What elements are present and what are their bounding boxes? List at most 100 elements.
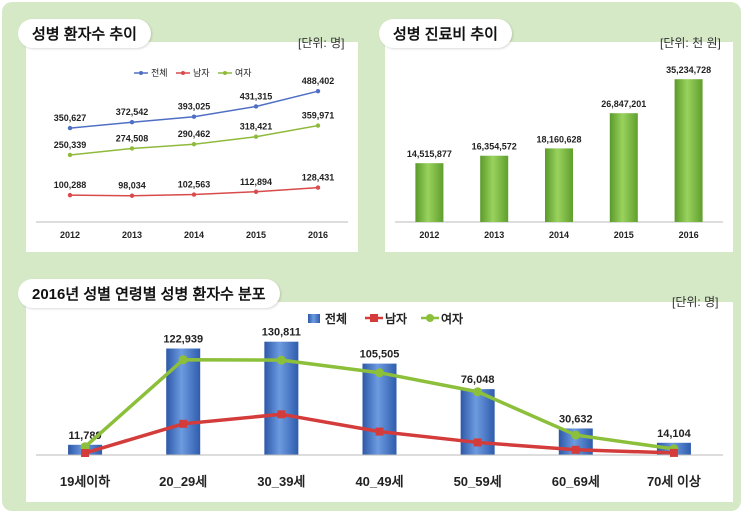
legend-label: 남자 <box>193 68 210 78</box>
x-tick-label: 2013 <box>484 230 504 240</box>
data-point <box>473 387 483 397</box>
bar-value-label: 14,104 <box>657 428 692 440</box>
x-tick-label: 19세이하 <box>60 474 110 489</box>
data-point <box>67 152 73 158</box>
bar-value-label: 14,515,877 <box>407 149 452 159</box>
bar-value-label: 16,354,572 <box>472 142 517 152</box>
legend-label: 여자 <box>235 67 252 78</box>
data-point <box>67 192 73 198</box>
bar-value-label: 122,939 <box>163 334 203 346</box>
data-point <box>277 410 286 419</box>
panel-patient-trend: 2012 2013 2014 2015 2016 전체 남자 여자 350,627 372,542… <box>26 42 358 252</box>
panel-age-distribution: 전체 남자 여자 11,789 122,939 130,811 105,505 76,048 3… <box>26 302 733 502</box>
legend-marker <box>370 314 378 322</box>
x-tick-label: 70세 이상 <box>647 474 701 489</box>
data-point <box>473 438 482 447</box>
legend-marker <box>139 71 143 75</box>
bar-value-label: 26,847,201 <box>601 99 646 109</box>
bar-value-label: 35,234,728 <box>666 65 711 75</box>
data-label: 274,508 <box>116 133 149 143</box>
bar-value-label: 30,632 <box>559 413 593 425</box>
chart2-title: 성병 진료비 추이 <box>379 19 512 48</box>
x-tick-label: 60_69세 <box>552 474 600 489</box>
x-tick-label: 50_59세 <box>454 474 502 489</box>
bar-value-label: 130,811 <box>262 327 301 339</box>
bar <box>609 113 638 222</box>
data-point <box>669 448 678 457</box>
bar <box>480 155 509 222</box>
legend-marker <box>426 314 434 322</box>
data-label: 100,288 <box>54 180 87 190</box>
bar-value-label: 105,505 <box>360 349 400 361</box>
data-label: 98,034 <box>118 181 146 191</box>
x-tick-label: 2016 <box>308 230 328 240</box>
data-point <box>315 185 321 190</box>
x-tick-label: 20_29세 <box>159 474 207 489</box>
data-label: 372,542 <box>116 107 149 117</box>
x-tick-label: 30_39세 <box>257 474 305 489</box>
panel-cost-trend: 14,515,877 2012 16,354,572 2013 18,160,628 20… <box>385 42 733 252</box>
data-point <box>191 192 197 197</box>
data-label: 359,971 <box>302 111 335 121</box>
data-point <box>81 449 90 458</box>
data-point <box>315 88 321 94</box>
data-point <box>253 134 259 139</box>
data-label: 128,431 <box>302 173 335 183</box>
combo-chart-age: 전체 남자 여자11,789122,939130,811105,50576,0483… <box>36 311 723 489</box>
legend-swatch <box>308 314 320 323</box>
bar <box>415 163 444 222</box>
legend-marker <box>181 71 185 75</box>
data-point <box>571 445 580 454</box>
line-chart-patients: 2012 2013 2014 2015 2016 전체 남자 여자 350,627 372,542… <box>36 67 348 240</box>
x-tick-label: 2012 <box>419 230 439 240</box>
x-tick-label: 2014 <box>184 230 204 240</box>
bar-value-label: 76,048 <box>461 374 495 386</box>
data-label: 250,339 <box>54 140 87 150</box>
data-label: 350,627 <box>54 113 87 123</box>
data-label: 290,462 <box>178 129 211 139</box>
data-label: 393,025 <box>178 102 211 112</box>
x-tick-label: 2013 <box>122 230 142 240</box>
data-point <box>129 193 135 198</box>
data-label: 318,421 <box>240 122 273 132</box>
legend-label: 전체 <box>151 68 168 78</box>
legend-label: 전체 <box>325 311 347 326</box>
x-tick-label: 2015 <box>246 230 266 240</box>
x-tick-label: 2016 <box>679 230 699 240</box>
data-point <box>129 120 135 125</box>
legend-marker <box>223 71 227 75</box>
bar <box>674 79 703 222</box>
legend-label: 남자 <box>385 311 407 326</box>
data-label: 431,315 <box>240 91 273 101</box>
bar <box>166 348 201 455</box>
chart1-unit: [단위: 명] <box>298 36 345 50</box>
x-tick-label: 2015 <box>614 230 634 240</box>
chart2-unit: [단위: 천 원] <box>660 36 721 50</box>
data-label: 102,563 <box>178 180 211 190</box>
x-tick-label: 2014 <box>549 230 569 240</box>
bar-chart-cost: 14,515,877 2012 16,354,572 2013 18,160,628 20… <box>395 65 723 240</box>
chart3-title: 2016년 성별 연령별 성병 환자수 분포 <box>18 279 280 308</box>
data-point <box>253 189 259 194</box>
x-tick-label: 2012 <box>60 230 80 240</box>
chart3-unit: [단위: 명] <box>672 295 719 309</box>
data-point <box>179 419 188 428</box>
data-point <box>191 114 197 119</box>
data-point <box>276 355 286 365</box>
data-point <box>129 146 135 151</box>
data-point <box>253 104 259 109</box>
x-tick-label: 40_49세 <box>355 474 403 489</box>
bar <box>362 363 397 455</box>
data-label: 112,894 <box>240 177 272 187</box>
data-point <box>67 125 73 131</box>
data-point <box>571 430 581 440</box>
data-point <box>178 355 188 365</box>
data-label: 488,402 <box>302 76 335 86</box>
legend-label: 여자 <box>441 311 463 326</box>
chart1-title: 성병 환자수 추이 <box>18 19 151 48</box>
data-point <box>375 427 384 436</box>
bar <box>545 148 573 222</box>
data-point <box>375 368 384 378</box>
bar-value-label: 18,160,628 <box>536 134 581 144</box>
